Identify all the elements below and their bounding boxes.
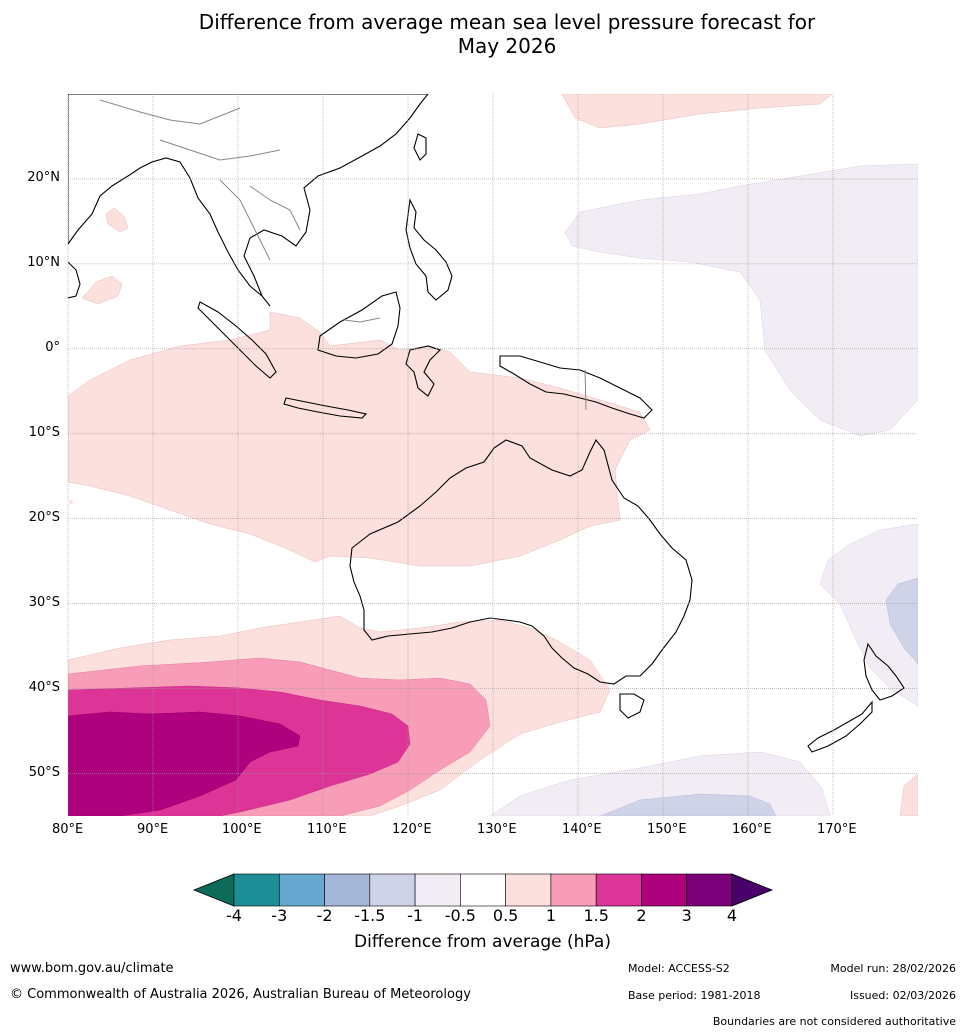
colorbar-segment xyxy=(278,873,325,907)
colorbar-tick-label: -0.5 xyxy=(444,906,476,925)
title-line-1: Difference from average mean sea level p… xyxy=(198,10,816,34)
new-zealand-south xyxy=(807,700,873,753)
longitude-tick-label: 90°E xyxy=(137,822,169,837)
longitude-tick-label: 150°E xyxy=(647,822,687,837)
colorbar-extend-high xyxy=(731,873,774,907)
latitude-tick-label: 20°N xyxy=(27,169,60,185)
taiwan-coastline xyxy=(413,133,427,161)
longitude-tick-label: 170°E xyxy=(817,822,857,837)
political-borders xyxy=(99,99,587,411)
gridlines xyxy=(67,94,918,816)
title-line-2: May 2026 xyxy=(457,34,557,58)
anomaly-positive-tropics xyxy=(68,311,651,567)
model-name: Model: ACCESS-S2 xyxy=(628,962,730,975)
longitude-tick-label: 160°E xyxy=(732,822,772,837)
anomaly-negative-northpacific xyxy=(564,163,918,437)
colorbar xyxy=(192,873,774,907)
colorbar-segment xyxy=(369,873,416,907)
latitude-tick-label: 30°S xyxy=(28,594,60,610)
philippines-coastline xyxy=(405,198,453,301)
latitude-tick-label: 40°S xyxy=(28,679,60,695)
colorbar-tick-label: 3 xyxy=(681,906,692,925)
java-coastline xyxy=(283,397,368,419)
anomaly-negative-southern-core xyxy=(599,793,777,816)
anomaly-positive-dot xyxy=(69,500,73,504)
colorbar-tick-label: 1.5 xyxy=(583,906,609,925)
longitude-tick-label: 100°E xyxy=(222,822,262,837)
base-period: Base period: 1981-2018 xyxy=(628,989,761,1002)
colorbar-tick-label: -1 xyxy=(407,906,424,925)
longitude-tick-label: 130°E xyxy=(477,822,517,837)
new-zealand-north xyxy=(863,642,905,701)
colorbar-tick-label: 4 xyxy=(726,906,738,925)
anomaly-negative-tasman-core xyxy=(885,577,918,665)
latitude-tick-label: 0° xyxy=(45,339,60,355)
colorbar-tick-label: -3 xyxy=(271,906,288,925)
colorbar-title: Difference from average (hPa) xyxy=(354,932,611,952)
colorbar-tick-label: -2 xyxy=(316,906,333,925)
colorbar-segment xyxy=(641,873,688,907)
colorbar-tick-label: 1 xyxy=(545,906,556,925)
asia-coastline xyxy=(68,94,429,307)
anomaly-negative-tasman xyxy=(819,523,918,707)
anomaly-positive-north xyxy=(561,94,833,129)
colorbar-segment xyxy=(550,873,597,907)
anomaly-positive-small-2 xyxy=(81,275,123,305)
colorbar-segment xyxy=(324,873,371,907)
colorbar-tick-label: 0.5 xyxy=(492,906,519,925)
australia-coastline xyxy=(349,438,693,685)
anomaly-positive-se xyxy=(899,773,918,816)
colorbar-segment xyxy=(233,873,280,907)
colorbar-tick-label: 2 xyxy=(636,906,647,925)
colorbar-extend-low xyxy=(192,873,235,907)
latitude-tick-label: 20°S xyxy=(28,509,60,525)
longitude-tick-label: 110°E xyxy=(307,822,347,837)
copyright-text: © Commonwealth of Australia 2026, Austra… xyxy=(10,987,471,1002)
longitude-tick-label: 80°E xyxy=(52,822,84,837)
borneo-coastline xyxy=(317,291,401,359)
colorbar-segment xyxy=(505,873,552,907)
latitude-tick-label: 10°N xyxy=(27,254,60,270)
new-guinea-coastline xyxy=(499,355,653,419)
sumatra-coastline xyxy=(197,301,277,379)
colorbar-segment xyxy=(414,873,461,907)
website-link[interactable]: www.bom.gov.au/climate xyxy=(10,961,174,976)
tasmania-coastline xyxy=(619,693,645,719)
model-run-date: Model run: 28/02/2026 xyxy=(830,962,956,975)
latitude-tick-label: 10°S xyxy=(28,424,60,440)
boundaries-disclaimer: Boundaries are not considered authoritat… xyxy=(712,1015,956,1028)
longitude-tick-label: 120°E xyxy=(392,822,432,837)
chart-title: Difference from average mean sea level p… xyxy=(0,10,965,58)
colorbar-segment xyxy=(460,873,506,907)
anomaly-positive-small-1 xyxy=(105,207,129,233)
colorbar-tick-label: -4 xyxy=(226,906,242,925)
issued-date: Issued: 02/03/2026 xyxy=(849,989,956,1002)
longitude-tick-label: 140°E xyxy=(562,822,602,837)
anomaly-positive-south-2 xyxy=(68,711,301,816)
colorbar-segment xyxy=(595,873,642,907)
latitude-tick-label: 50°S xyxy=(28,764,60,780)
colorbar-tick-label: -1.5 xyxy=(354,906,386,925)
india-coastline xyxy=(68,261,81,299)
colorbar-segment xyxy=(686,873,733,907)
